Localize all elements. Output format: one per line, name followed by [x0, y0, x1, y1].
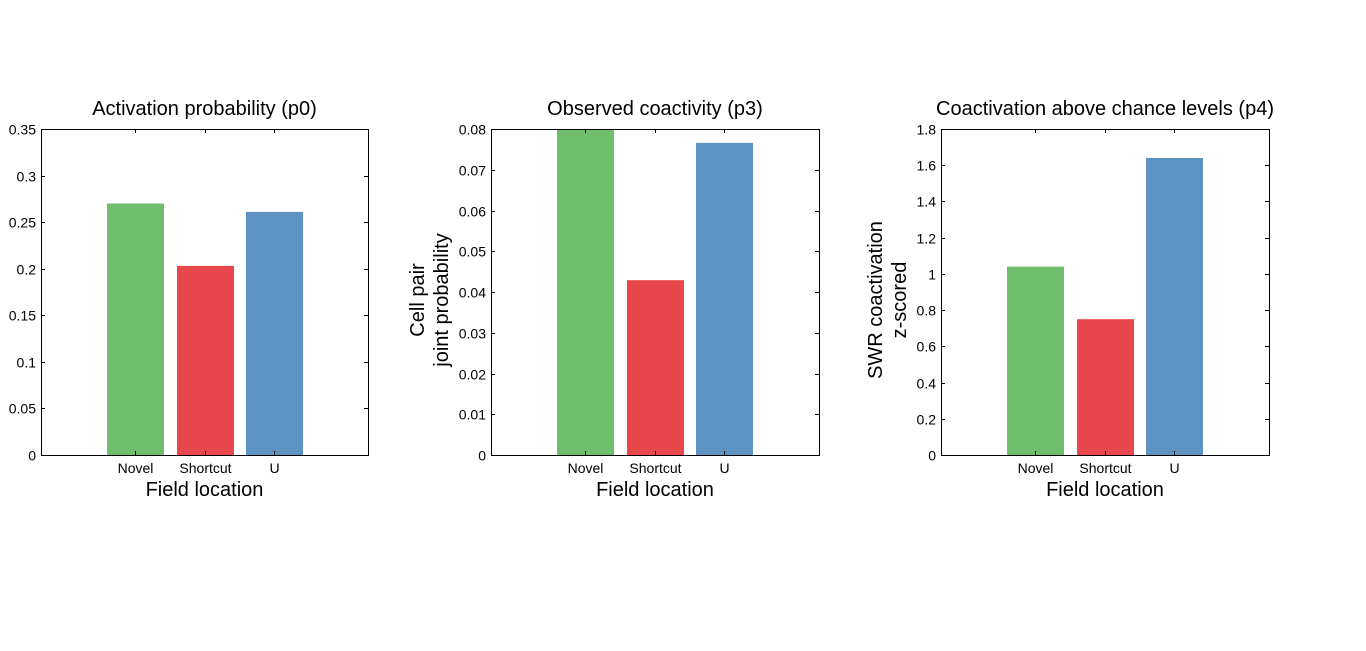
chart-panel-2: 0 0.01 0.02 0.03 0.04 0.05 0.06 0.07 0.08 Novel Sh… — [407, 98, 820, 501]
y-tick-label: 1.2 — [917, 231, 937, 247]
x-axis-title: Field location — [146, 479, 264, 501]
category-label: Shortcut — [179, 460, 231, 476]
bar-shortcut — [1077, 319, 1134, 455]
chart-title: Activation probability (p0) — [92, 98, 317, 120]
bar-u — [246, 211, 303, 455]
y-tick-label: 0 — [28, 448, 36, 464]
category-label: Novel — [1018, 460, 1054, 476]
x-axis-title: Field location — [596, 479, 714, 501]
y-tick-label: 0.4 — [917, 376, 937, 392]
bar-novel — [107, 203, 164, 455]
bar-shortcut — [177, 265, 234, 455]
y-tick-label: 0.1 — [17, 355, 37, 371]
y-tick-label: 0.08 — [459, 122, 486, 138]
bar-novel — [1007, 266, 1064, 455]
y-tick-label: 0.2 — [17, 262, 37, 278]
y-tick-label: 0.03 — [459, 326, 486, 342]
y-tick-label: 0.05 — [9, 401, 36, 417]
bar-novel — [557, 129, 614, 455]
y-tick-label: 1.6 — [917, 158, 937, 174]
y-tick-label: 0.6 — [917, 339, 937, 355]
x-axis-title: Field location — [1046, 479, 1164, 501]
y-axis-title-line-1: Cell pair — [407, 263, 429, 337]
category-label: U — [719, 460, 729, 476]
category-label: Shortcut — [1079, 460, 1131, 476]
y-tick-label: 1.4 — [917, 194, 937, 210]
bar-shortcut — [627, 280, 684, 455]
y-axis-title-line-2: joint probability — [431, 233, 453, 367]
y-tick-label: 0.05 — [459, 244, 486, 260]
y-tick-label: 0.01 — [459, 407, 486, 423]
y-tick-label: 1.8 — [917, 122, 937, 138]
y-tick-label: 0.8 — [917, 303, 937, 319]
y-tick-label: 0.35 — [9, 122, 36, 138]
y-tick-label: 0 — [928, 448, 936, 464]
category-label: U — [1169, 460, 1179, 476]
y-tick-label: 0.02 — [459, 367, 486, 383]
y-tick-label: 1 — [928, 267, 936, 283]
category-label: Shortcut — [629, 460, 681, 476]
category-label: Novel — [568, 460, 604, 476]
bar-u — [696, 142, 753, 456]
y-tick-label: 0 — [478, 448, 486, 464]
chart-title: Coactivation above chance levels (p4) — [936, 98, 1274, 120]
chart-panel-3: 0 0.2 0.4 0.6 0.8 1 1.2 1.4 1.6 1.8 Novel Shortcut U… — [865, 98, 1274, 501]
chart-title: Observed coactivity (p3) — [547, 98, 763, 120]
y-tick-label: 0.04 — [459, 285, 486, 301]
y-axis-title-line-1: SWR coactivation — [865, 221, 887, 379]
y-tick-label: 0.15 — [9, 308, 36, 324]
y-tick-label: 0.06 — [459, 204, 486, 220]
bar-u — [1146, 157, 1203, 455]
y-tick-label: 0.3 — [17, 169, 37, 185]
y-tick-label: 0.2 — [917, 412, 937, 428]
chart-panel-1: 0 0.05 0.1 0.15 0.2 0.25 0.3 0.35 Novel Shortcut U… — [9, 98, 369, 501]
y-tick-label: 0.25 — [9, 215, 36, 231]
category-label: Novel — [118, 460, 154, 476]
category-label: U — [269, 460, 279, 476]
y-tick-label: 0.07 — [459, 163, 486, 179]
y-axis-title-line-2: z-scored — [889, 262, 911, 339]
